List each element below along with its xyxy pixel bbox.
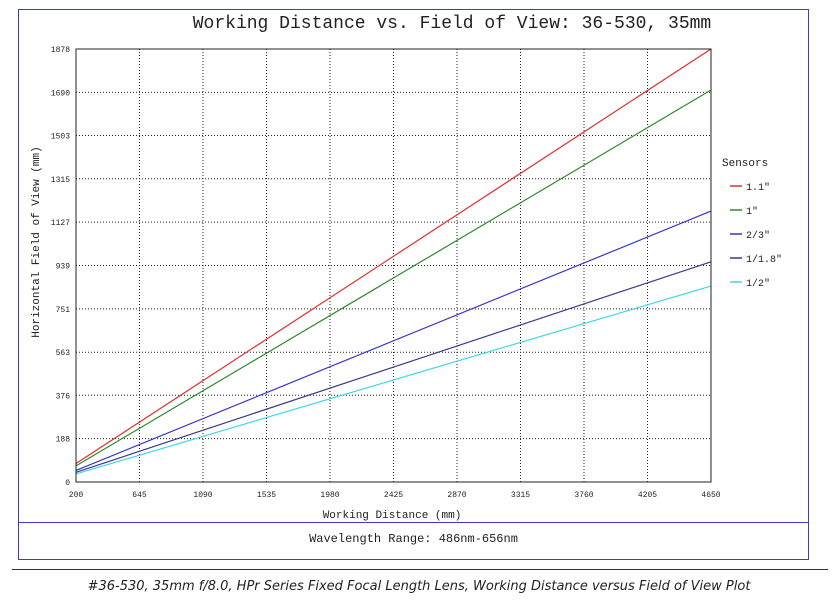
series-line-0 bbox=[75, 48, 712, 465]
legend-label-0: 1.1" bbox=[746, 182, 770, 194]
chart-svg: Working Distance vs. Field of View: 36-5… bbox=[31, 14, 782, 522]
figure-caption: #36-530, 35mm f/8.0, HPr Series Fixed Fo… bbox=[87, 579, 751, 594]
x-tick-label: 1090 bbox=[193, 491, 212, 500]
legend-label-2: 2/3" bbox=[746, 230, 770, 242]
y-tick-label: 1690 bbox=[51, 89, 70, 98]
axis-layer: 200 645 1090 1535 1980 2425 2870 3315 3760 4205 46… bbox=[51, 46, 721, 500]
y-tick-label: 376 bbox=[56, 392, 71, 401]
legend: 1.1" 1" 2/3" 1/1.8" 1/2" bbox=[730, 182, 782, 290]
x-tick-label: 3760 bbox=[574, 491, 593, 500]
y-tick-label: 0 bbox=[65, 479, 70, 488]
y-tick-label: 939 bbox=[56, 263, 71, 272]
x-tick-label: 645 bbox=[132, 491, 147, 500]
x-tick-label: 4205 bbox=[638, 491, 657, 500]
x-axis-label: Working Distance (mm) bbox=[323, 510, 462, 522]
y-tick-label: 563 bbox=[56, 349, 71, 358]
y-tick-label: 1503 bbox=[51, 132, 70, 141]
series-line-4 bbox=[75, 285, 712, 475]
x-tick-label: 1980 bbox=[320, 491, 339, 500]
y-tick-label: 751 bbox=[56, 306, 71, 315]
series-line-1 bbox=[75, 89, 712, 467]
x-tick-label: 2870 bbox=[447, 491, 466, 500]
footer-divider bbox=[18, 522, 809, 523]
caption-rule bbox=[12, 569, 828, 570]
chart-title: Working Distance vs. Field of View: 36-5… bbox=[193, 14, 711, 34]
y-tick-label: 188 bbox=[56, 436, 71, 445]
legend-label-3: 1/1.8" bbox=[746, 254, 782, 266]
y-axis-label: Horizontal Field of View (mm) bbox=[31, 146, 43, 337]
grid-layer bbox=[76, 49, 711, 482]
wavelength-range: Wavelength Range: 486nm-656nm bbox=[309, 532, 518, 546]
y-tick-label: 1315 bbox=[51, 176, 70, 185]
x-tick-label: 4650 bbox=[701, 491, 720, 500]
x-tick-label: 200 bbox=[69, 491, 84, 500]
x-tick-label: 1535 bbox=[257, 491, 276, 500]
x-tick-label: 2425 bbox=[384, 491, 403, 500]
y-tick-label: 1127 bbox=[51, 219, 70, 228]
legend-label-1: 1" bbox=[746, 206, 758, 218]
legend-title: Sensors bbox=[722, 158, 768, 170]
series-line-2 bbox=[75, 210, 712, 472]
y-tick-label: 1878 bbox=[51, 46, 70, 55]
series-layer bbox=[75, 48, 712, 475]
x-tick-label: 3315 bbox=[511, 491, 530, 500]
series-line-3 bbox=[75, 261, 712, 473]
chart-frame bbox=[18, 9, 809, 560]
plot-area-border bbox=[75, 48, 712, 483]
legend-label-4: 1/2" bbox=[746, 278, 770, 290]
